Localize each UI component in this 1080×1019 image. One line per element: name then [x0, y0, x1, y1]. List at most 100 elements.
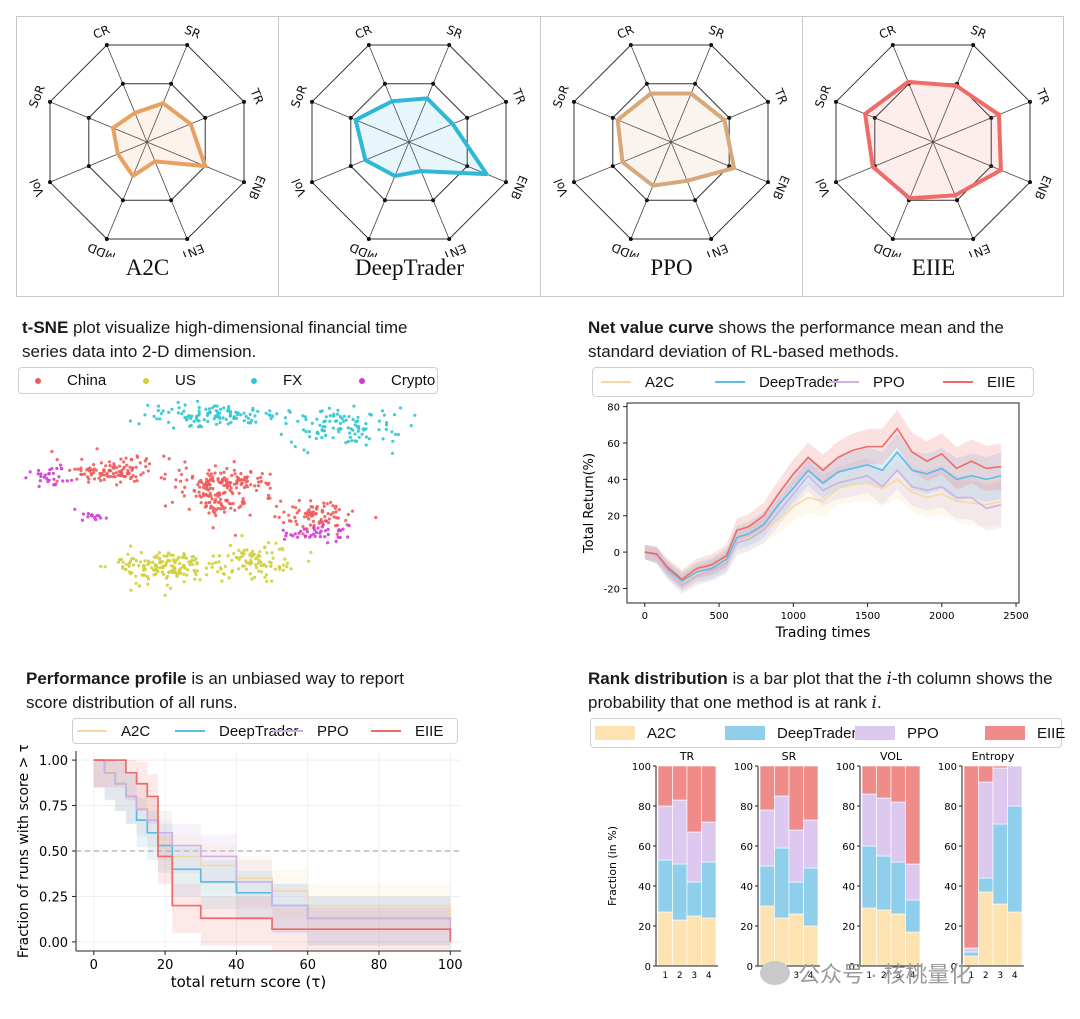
tsne-point-fx: [177, 406, 181, 410]
tsne-point-fx: [391, 439, 395, 443]
tsne-point-fx: [344, 418, 348, 422]
radar-series-deeptrader: [353, 96, 489, 178]
tsne-point-crypto: [311, 532, 316, 536]
tsne-point-us: [240, 534, 244, 538]
radar-vertex-dot: [120, 198, 125, 203]
rank-distribution-chart: Fraction (in %)TR1234020406080100SR12340…: [606, 750, 1024, 981]
tsne-point-china: [213, 471, 217, 475]
radar-vertex-dot: [971, 237, 976, 242]
tsne-point-china: [147, 462, 152, 466]
tsne-point-china: [227, 501, 231, 505]
radar-vertex-dot: [504, 99, 509, 104]
tsne-point-crypto: [55, 466, 59, 470]
tsne-point-china: [218, 493, 222, 497]
radar-vertex-dot: [628, 42, 633, 47]
rank-y-tick-label: 40: [740, 882, 753, 893]
rank-x-tick-label: 3: [793, 971, 799, 981]
tsne-point-us: [245, 548, 249, 552]
legend-swatch: [359, 377, 365, 384]
tsne-point-fx: [275, 412, 279, 416]
tsne-point-us: [269, 564, 273, 568]
tsne-point-us: [129, 544, 133, 548]
tsne-point-us: [248, 572, 252, 576]
tsne-point-china: [254, 488, 259, 493]
perf-band-ppo: [93, 760, 451, 951]
tsne-point-fx: [172, 426, 176, 430]
tsne-point-us: [138, 560, 143, 564]
tsne-point-crypto: [309, 533, 313, 538]
tsne-point-us: [134, 559, 138, 563]
legend-swatch: [829, 381, 859, 383]
tsne-point-china: [125, 471, 129, 475]
tsne-point-china: [242, 478, 246, 482]
radar-vertex-dot: [104, 42, 109, 47]
tsne-point-crypto: [318, 531, 322, 535]
tsne-point-china: [337, 508, 341, 512]
tsne-point-china: [50, 449, 54, 454]
radar-spoke: [670, 141, 712, 240]
tsne-point-china: [374, 515, 378, 520]
tsne-point-china: [209, 472, 213, 476]
radar-axis-label: SR: [182, 23, 202, 42]
tsne-point-fx: [335, 419, 339, 423]
tsne-point-china: [259, 479, 263, 484]
tsne-point-china: [240, 500, 244, 504]
rank-y-tick-label: 40: [842, 882, 855, 893]
radar-vertex-dot: [872, 115, 877, 120]
tsne-point-china: [235, 475, 239, 479]
rank-bar-deeptrader: [890, 861, 906, 915]
tsne-point-china: [229, 506, 233, 510]
tsne-point-fx: [214, 422, 219, 426]
tsne-point-china: [208, 482, 212, 486]
tsne-point-china: [68, 468, 72, 472]
tsne-point-us: [160, 560, 164, 564]
tsne-point-us: [191, 554, 195, 559]
radar-vertex-dot: [766, 99, 771, 104]
radar-vertex-dot: [890, 42, 895, 47]
tsne-point-us: [263, 545, 267, 550]
net-line-deeptrader: [644, 450, 1002, 583]
tsne-point-fx: [182, 409, 186, 413]
radar-spoke: [106, 44, 148, 143]
tsne-point-fx: [217, 415, 221, 419]
rank-caption: Rank distribution is a bar plot that the…: [588, 667, 1058, 715]
tsne-point-fx: [364, 435, 368, 439]
tsne-point-china: [111, 472, 115, 476]
tsne-point-us: [162, 554, 166, 558]
radar-vertex-dot: [382, 198, 387, 203]
radar-axis-label: TR: [509, 86, 528, 107]
tsne-point-us: [254, 563, 258, 567]
tsne-point-us: [194, 572, 198, 577]
tsne-point-crypto: [42, 475, 46, 479]
tsne-point-fx: [183, 403, 187, 407]
tsne-caption-text: plot visualize high-dimensional financia…: [22, 318, 408, 361]
tsne-point-china: [126, 468, 130, 472]
tsne-point-china: [323, 515, 327, 519]
radar-vertex-dot: [47, 99, 52, 104]
tsne-point-us: [121, 560, 125, 564]
radar-axis-label: TR: [771, 86, 790, 107]
tsne-point-us: [277, 565, 281, 569]
tsne-point-crypto: [281, 528, 285, 532]
rank-bar-deeptrader: [978, 877, 994, 893]
tsne-point-crypto: [51, 471, 56, 475]
tsne-point-fx: [396, 432, 400, 437]
tsne-point-china: [128, 465, 132, 469]
tsne-point-china: [335, 532, 339, 536]
tsne-point-us: [164, 563, 168, 567]
tsne-point-fx: [323, 425, 327, 429]
tsne-point-china: [208, 500, 212, 504]
tsne-point-us: [167, 559, 171, 563]
tsne-point-fx: [361, 427, 365, 431]
tsne-point-fx: [284, 421, 288, 426]
tsne-point-fx: [337, 430, 341, 434]
tsne-point-china: [232, 482, 237, 486]
tsne-point-fx: [355, 419, 360, 423]
tsne-point-us: [263, 575, 267, 579]
tsne-point-china: [184, 466, 188, 470]
tsne-point-fx: [356, 429, 360, 433]
tsne-point-china: [132, 479, 137, 483]
tsne-point-china: [222, 470, 226, 475]
tsne-point-china: [314, 512, 318, 516]
